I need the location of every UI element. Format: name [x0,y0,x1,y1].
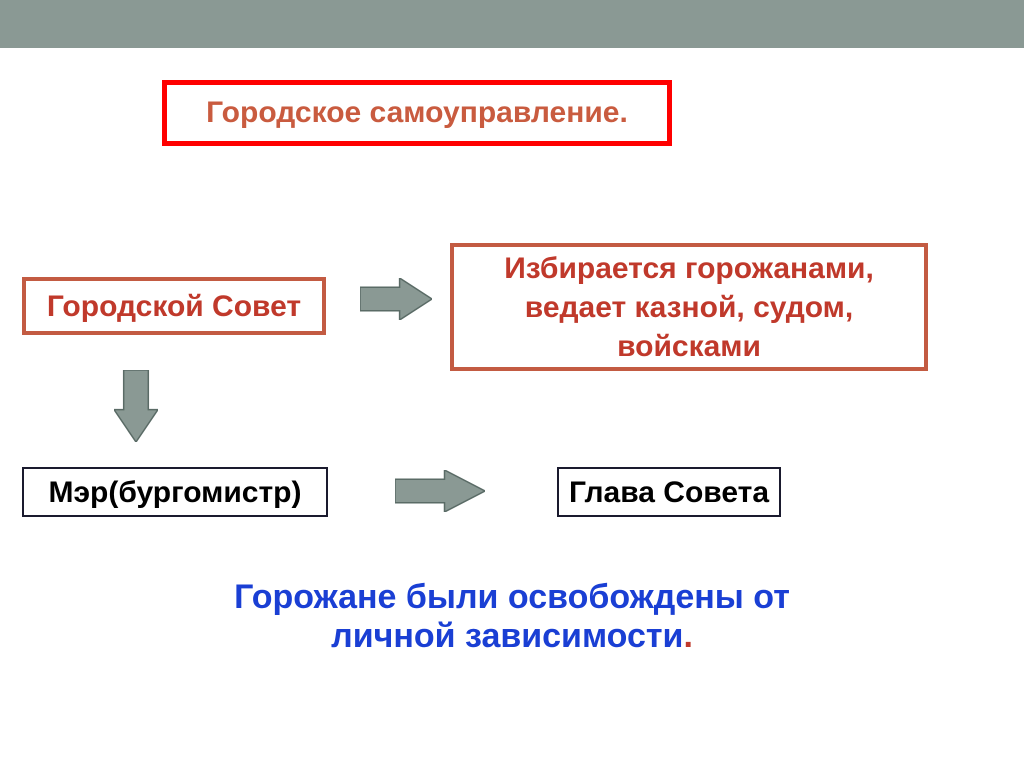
box-elected-text: Избирается горожанами, ведает казной, су… [462,249,916,366]
bottom-line2: личной зависимости [331,617,683,655]
bottom-period: . [683,617,692,655]
box-mayor: Мэр(бургомистр) [22,467,328,517]
arrow-council-to-mayor [114,370,158,442]
box-council-head: Глава Совета [557,467,781,517]
box-city-council: Городской Совет [22,277,326,335]
title-text: Городское самоуправление. [206,96,628,130]
bottom-caption: Горожане были освобождены от личной зави… [0,578,1024,656]
box-city-council-text: Городской Совет [47,287,301,326]
arrow-mayor-to-head [395,470,485,512]
title-box: Городское самоуправление. [162,80,672,146]
box-elected-citizens: Избирается горожанами, ведает казной, су… [450,243,928,371]
box-head-text: Глава Совета [569,473,769,512]
arrow-council-to-elected [360,278,432,320]
box-mayor-text: Мэр(бургомистр) [49,473,302,512]
top-bar [0,0,1024,48]
bottom-line1: Горожане были освобождены от [234,578,790,616]
